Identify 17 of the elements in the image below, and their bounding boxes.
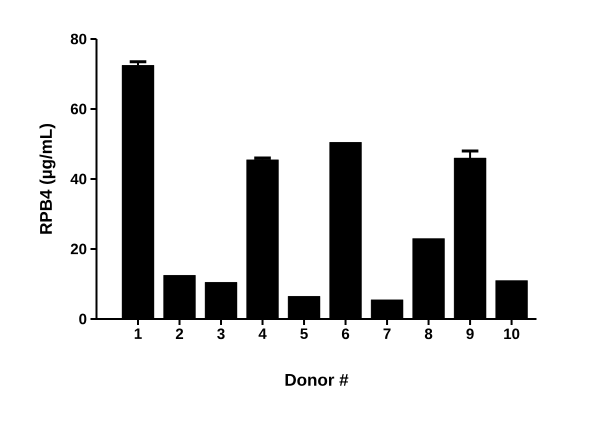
x-tick-label: 2 [176, 328, 184, 339]
x-tick-label: 1 [134, 328, 142, 339]
x-axis-title: Donor # [286, 374, 348, 386]
x-tick-label: 4 [258, 328, 267, 339]
x-tick-label: 3 [217, 328, 225, 340]
x-tick-label: 9 [466, 328, 474, 340]
y-tick-label: 60 [70, 104, 86, 114]
x-tick-label: 7 [384, 328, 391, 339]
y-axis-title: RPB4 (µg/mL) [40, 124, 56, 234]
y-tick-label: 40 [70, 174, 86, 184]
x-tick-label: 5 [300, 328, 308, 339]
y-tick-label: 0 [79, 314, 86, 324]
x-tick-label: 6 [342, 328, 350, 340]
x-tick-label: 10 [504, 328, 520, 340]
y-tick-label: 20 [70, 244, 86, 254]
y-tick-label: 80 [70, 34, 86, 44]
x-tick-label: 8 [424, 328, 432, 340]
